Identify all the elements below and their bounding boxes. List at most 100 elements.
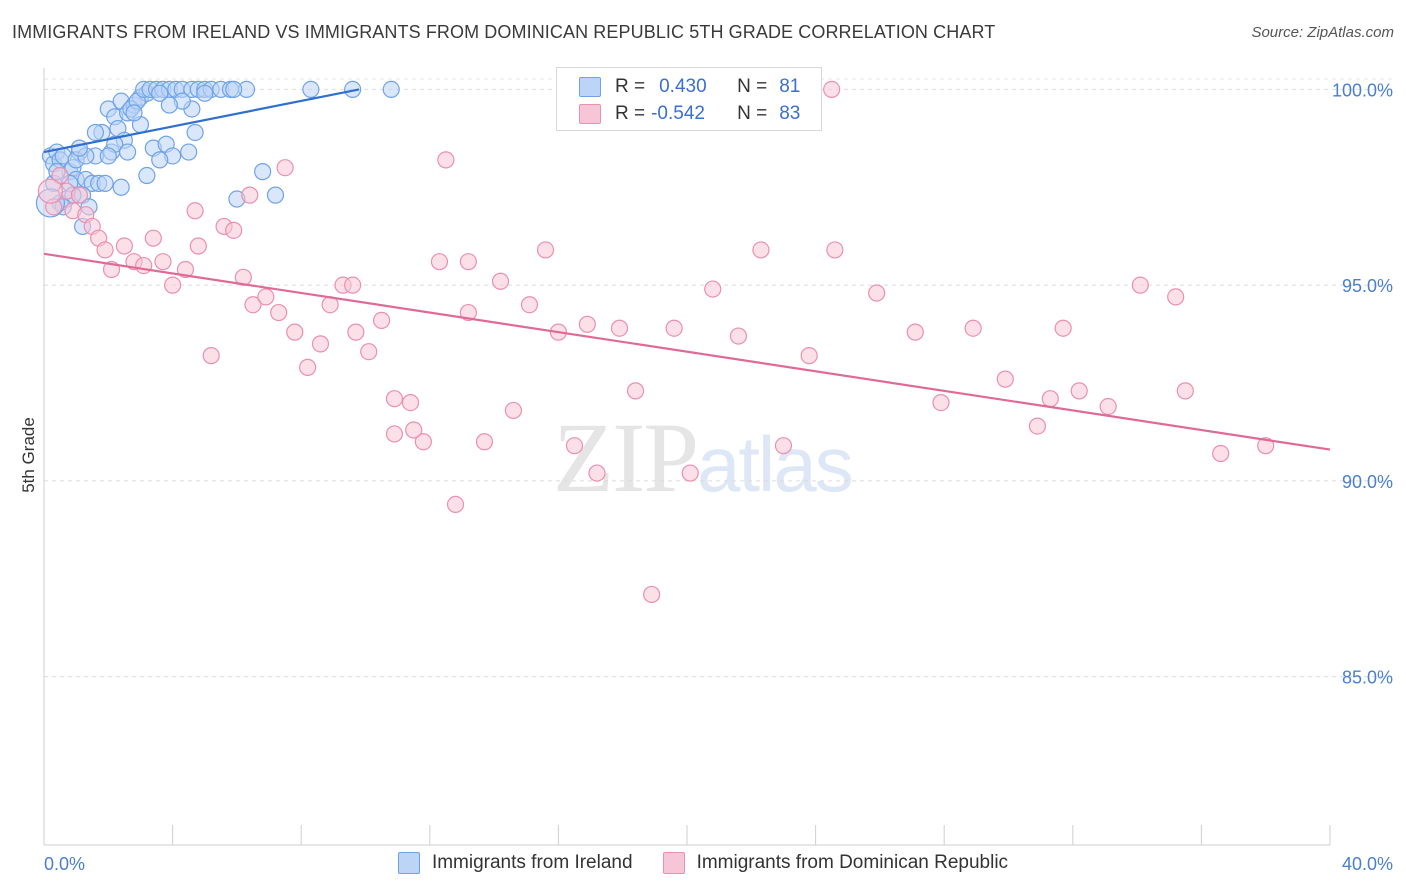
- data-point: [372, 311, 391, 329]
- data-point: [385, 425, 404, 443]
- data-point: [241, 186, 259, 204]
- data-point: [752, 241, 770, 259]
- data-point: [344, 80, 362, 99]
- data-point: [996, 370, 1014, 388]
- data-point: [257, 288, 275, 306]
- legend-n-value: 81: [779, 76, 801, 97]
- data-point: [180, 143, 198, 161]
- data-point: [196, 84, 214, 102]
- data-point: [360, 343, 378, 361]
- data-point: [437, 151, 455, 169]
- y-tick-label: 100.0%: [1332, 80, 1393, 100]
- bottom-legend-swatch-ireland: [397, 852, 420, 874]
- data-point: [125, 104, 143, 122]
- legend-n-label: N =: [737, 76, 768, 97]
- grid-lines: [44, 78, 1392, 678]
- data-point: [536, 241, 555, 259]
- x-tick-label: 0.0%: [44, 854, 85, 874]
- data-point: [234, 268, 252, 286]
- data-point: [154, 253, 172, 271]
- data-point: [266, 186, 285, 204]
- data-point: [665, 319, 683, 337]
- data-point: [1041, 390, 1059, 408]
- trend-lines: [43, 88, 1331, 451]
- legend-r-value: 0.430: [659, 76, 707, 97]
- data-point: [565, 437, 584, 455]
- data-point: [96, 241, 114, 259]
- data-point: [118, 143, 137, 161]
- bottom-legend-swatch-dominican: [662, 852, 685, 874]
- data-point: [459, 253, 477, 271]
- trend-line-dominican: [43, 252, 1331, 451]
- data-point: [202, 347, 220, 365]
- data-point: [160, 96, 178, 114]
- y-tick-label: 95.0%: [1342, 276, 1393, 296]
- watermark-zip: ZIP: [553, 402, 699, 513]
- data-point: [1131, 276, 1149, 294]
- bottom-legend-label-dominican: Immigrants from Dominican Republic: [696, 852, 1009, 873]
- legend-row-ireland: R = 0.430 N = 81: [579, 74, 800, 100]
- data-point: [446, 495, 465, 513]
- data-point: [1212, 444, 1230, 463]
- data-point: [491, 272, 510, 290]
- data-point: [578, 315, 596, 333]
- data-point: [385, 390, 404, 408]
- y-tick-label: 90.0%: [1342, 472, 1393, 492]
- chart-title: IMMIGRANTS FROM IRELAND VS IMMIGRANTS FR…: [12, 22, 996, 42]
- data-point: [868, 284, 886, 302]
- bottom-legend-dominican: Immigrants from Dominican Republic: [662, 852, 1009, 874]
- data-point: [186, 202, 204, 220]
- data-point: [826, 241, 844, 259]
- data-point: [774, 437, 793, 455]
- data-point: [286, 323, 304, 341]
- legend-r-value: -0.542: [651, 103, 705, 124]
- x-tick-label: 40.0%: [1342, 854, 1393, 874]
- data-point: [1028, 417, 1047, 435]
- data-point: [112, 178, 130, 196]
- data-point: [115, 237, 133, 255]
- y-tick-label: 85.0%: [1342, 668, 1393, 688]
- data-point: [176, 260, 195, 279]
- data-point: [459, 303, 477, 322]
- bottom-legend-label-ireland: Immigrants from Ireland: [431, 852, 633, 873]
- y-axis-title: 5th Grade: [19, 417, 38, 493]
- data-point: [964, 319, 982, 337]
- data-point: [138, 166, 156, 185]
- data-point: [86, 123, 105, 142]
- data-point: [1099, 397, 1117, 416]
- data-point: [1054, 319, 1072, 337]
- data-point: [382, 80, 400, 99]
- data-point: [96, 174, 114, 192]
- data-point: [186, 123, 204, 142]
- data-point: [276, 159, 294, 177]
- series-dominican-points: [37, 80, 1275, 604]
- data-point: [475, 433, 494, 451]
- data-point: [225, 221, 243, 239]
- data-point: [225, 80, 243, 99]
- data-point: [401, 394, 420, 412]
- trend-line-ireland: [43, 88, 360, 154]
- data-point: [1167, 288, 1185, 306]
- legend-n-value: 83: [779, 103, 801, 124]
- data-point: [270, 303, 288, 322]
- data-point: [906, 323, 924, 341]
- data-point: [704, 280, 722, 298]
- legend-r-label: R =: [615, 103, 646, 124]
- data-point: [311, 335, 330, 353]
- legend-swatch-ireland: [579, 77, 601, 97]
- bottom-legend: Immigrants from Ireland Immigrants from …: [0, 852, 1406, 874]
- data-point: [729, 327, 748, 345]
- data-point: [430, 253, 449, 271]
- data-point: [135, 256, 153, 275]
- data-point: [643, 585, 661, 604]
- watermark-atlas: atlas: [697, 420, 854, 508]
- data-point: [299, 358, 317, 376]
- data-point: [344, 276, 362, 294]
- data-point: [610, 319, 629, 337]
- bottom-legend-ireland: Immigrants from Ireland: [397, 852, 633, 874]
- data-point: [302, 80, 320, 99]
- data-point: [800, 347, 818, 365]
- data-point: [144, 229, 162, 247]
- data-point: [414, 433, 432, 451]
- watermark: ZIPatlas: [553, 400, 854, 515]
